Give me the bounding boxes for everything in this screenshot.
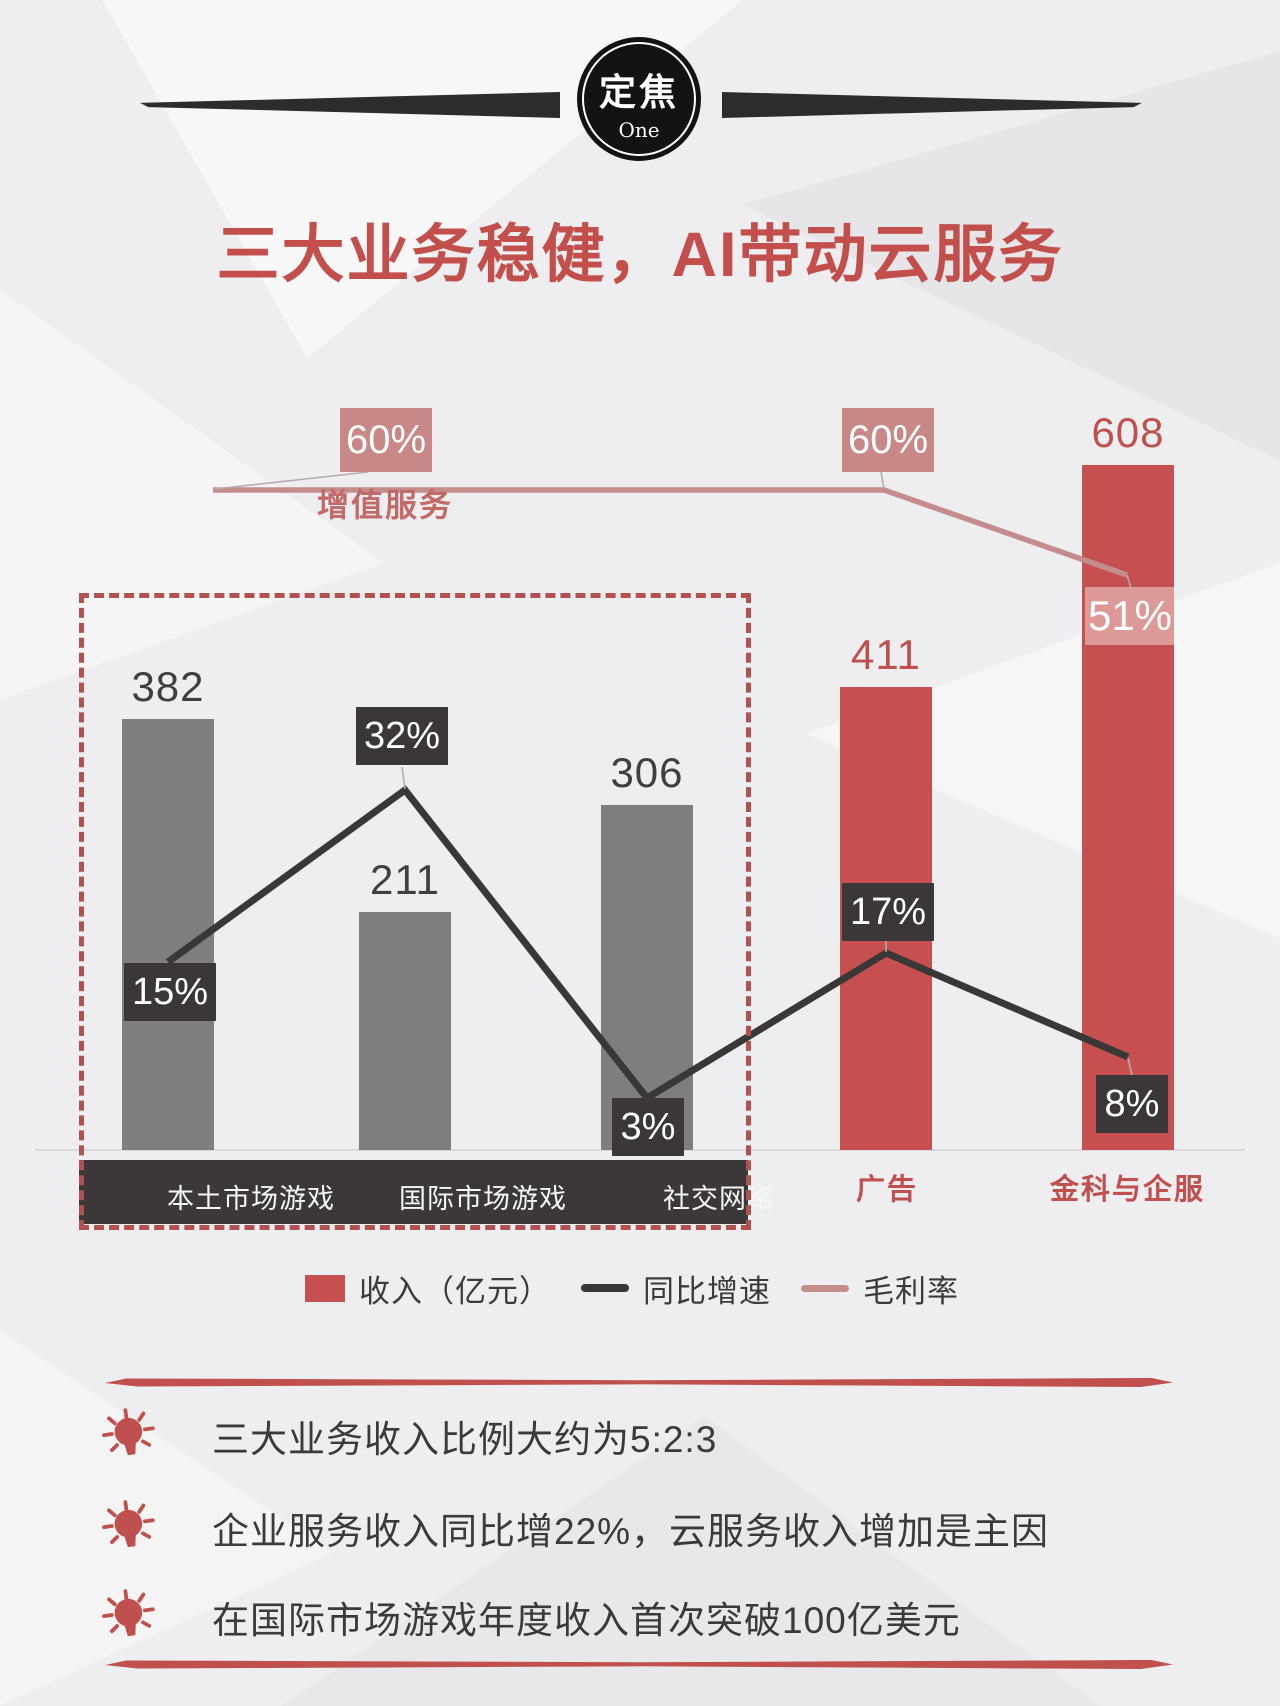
margin-label-2: 51% <box>1085 587 1175 645</box>
insight-text: 三大业务收入比例大约为5:2:3 <box>212 1419 718 1460</box>
revenue-bar-3 <box>840 687 932 1150</box>
category-label-fintech-enterprise: 金科与企服 <box>1049 1174 1205 1206</box>
lightbulb-icon <box>102 1408 155 1456</box>
lightbulb-icon <box>102 1589 155 1637</box>
growth-label-1: 32% <box>356 707 448 765</box>
header-ribbon-left <box>140 92 560 118</box>
insight-row: 企业服务收入同比增22%，云服务收入增加是主因 <box>100 1492 1190 1564</box>
revenue-bar-1 <box>359 912 451 1150</box>
insight-text: 企业服务收入同比增22%，云服务收入增加是主因 <box>212 1511 1050 1552</box>
growth-label-3: 17% <box>842 883 934 941</box>
revenue-bar-4 <box>1082 465 1174 1150</box>
header-ribbon-right <box>722 92 1142 118</box>
x-axis-line <box>35 1149 1245 1151</box>
badge-subtitle: One <box>618 118 660 142</box>
revenue-value-label-0: 382 <box>131 663 205 710</box>
revenue-bar-0 <box>122 719 214 1150</box>
category-label-advertising: 广告 <box>855 1174 918 1206</box>
value-added-group-box <box>79 593 751 1230</box>
insight-row: 在国际市场游戏年度收入首次突破100亿美元 <box>100 1581 1190 1653</box>
category-label-domestic-games: 本土市场游戏 <box>167 1184 335 1214</box>
x-axis-band: 本土市场游戏 国际市场游戏 社交网络 <box>79 1160 774 1224</box>
revenue-value-label-1: 211 <box>370 856 440 903</box>
revenue-swatch-icon <box>305 1274 345 1302</box>
margin-label-0: 60% <box>340 408 432 472</box>
legend-label: 毛利率 <box>863 1273 959 1309</box>
legend-item-margin: 毛利率 <box>801 1266 959 1311</box>
badge-title: 定焦 <box>599 72 679 113</box>
margin-line-swatch-icon <box>801 1284 849 1292</box>
lightbulb-icon <box>102 1500 155 1548</box>
revenue-value-label-4: 608 <box>1091 409 1165 456</box>
growth-label-2: 3% <box>612 1098 684 1156</box>
legend-item-growth: 同比增速 <box>581 1266 771 1311</box>
growth-label-4: 8% <box>1096 1075 1168 1133</box>
margin-label-1: 60% <box>842 408 934 472</box>
revenue-bar-2 <box>601 805 693 1150</box>
chart-legend: 收入（亿元） 同比增速 毛利率 <box>305 1262 959 1314</box>
revenue-value-label-3: 411 <box>851 631 921 678</box>
growth-line-swatch-icon <box>581 1284 629 1292</box>
top-brush-divider <box>105 1378 1173 1387</box>
page-title: 三大业务稳健，AI带动云服务 <box>216 220 1064 290</box>
legend-label: 收入（亿元） <box>359 1273 551 1309</box>
insight-row: 三大业务收入比例大约为5:2:3 <box>100 1400 1190 1472</box>
legend-item-revenue: 收入（亿元） <box>305 1266 551 1311</box>
insight-text: 在国际市场游戏年度收入首次突破100亿美元 <box>212 1600 961 1641</box>
focus-badge: 定焦 One <box>577 37 701 161</box>
legend-label: 同比增速 <box>643 1273 771 1309</box>
category-label-social-network: 社交网络 <box>663 1184 775 1214</box>
value-added-group-label: 增值服务 <box>316 487 453 523</box>
growth-label-0: 15% <box>124 963 216 1021</box>
bottom-brush-divider <box>105 1660 1173 1669</box>
category-label-international-games: 国际市场游戏 <box>399 1184 567 1214</box>
revenue-value-label-2: 306 <box>610 749 684 796</box>
